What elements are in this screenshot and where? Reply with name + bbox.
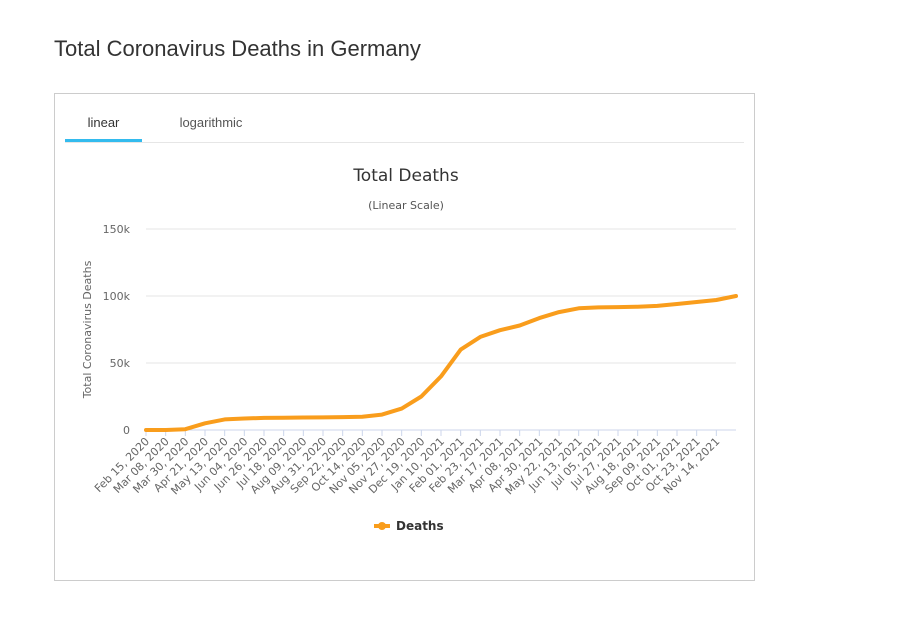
- y-tick-label: 0: [123, 424, 130, 437]
- chart-title: Total Deaths: [352, 166, 459, 186]
- page-title: Total Coronavirus Deaths in Germany: [54, 36, 421, 61]
- y-tick-label: 100k: [103, 290, 131, 303]
- y-tick-label: 50k: [110, 357, 131, 370]
- y-tick-label: 150k: [103, 223, 131, 236]
- tab-linear[interactable]: linear: [65, 94, 142, 142]
- y-axis-label: Total Coronavirus Deaths: [81, 260, 94, 399]
- scale-tabs: linear logarithmic: [65, 94, 744, 143]
- legend-label-deaths: Deaths: [396, 519, 444, 533]
- chart-panel: linear logarithmic: [54, 93, 755, 581]
- tab-logarithmic[interactable]: logarithmic: [179, 115, 243, 130]
- deaths-series-line: [144, 294, 738, 432]
- chart-subtitle: (Linear Scale): [368, 199, 444, 212]
- legend-marker: [378, 522, 386, 530]
